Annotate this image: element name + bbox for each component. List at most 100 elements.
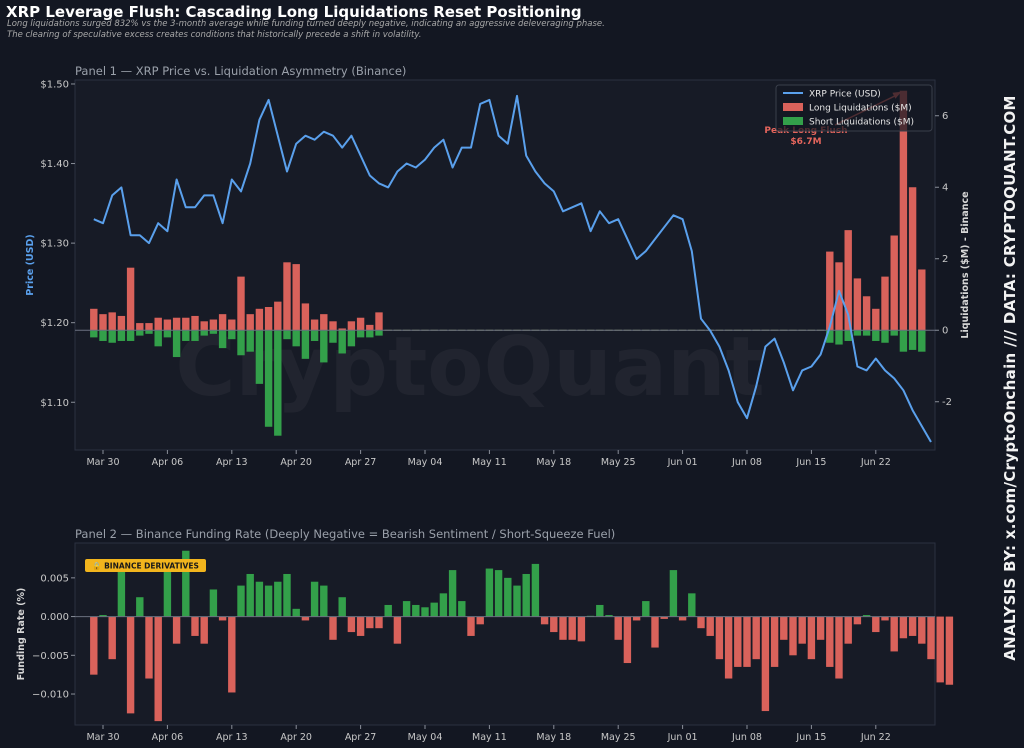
funding-bar-negative [752, 616, 760, 660]
funding-bar-negative [918, 616, 926, 644]
funding-bar-negative [697, 616, 705, 629]
short-liquidation-bar [862, 330, 871, 336]
short-liquidation-bar [200, 330, 208, 336]
funding-bar-negative [908, 616, 917, 636]
funding-bar-negative [467, 616, 475, 636]
long-liquidation-bar [862, 296, 871, 331]
liq-axis-title: Liquidations ($M) - Binance [960, 191, 971, 338]
funding-bar-positive [117, 570, 126, 617]
liq-tick-label: 4 [942, 183, 948, 194]
long-liquidation-bar [228, 319, 236, 331]
short-liquidation-bar [899, 330, 908, 352]
short-liquidation-bar [338, 330, 346, 354]
funding-bar-negative [301, 616, 310, 621]
funding-bar-negative [632, 616, 641, 621]
x-tick-label: Jun 08 [731, 732, 762, 743]
short-liquidation-bar [826, 330, 834, 343]
short-liquidation-bar [872, 330, 880, 341]
funding-bar-positive [320, 585, 328, 617]
funding-bar-negative [743, 616, 751, 667]
short-liquidation-bar [108, 330, 116, 343]
funding-tick-label: 0.005 [40, 573, 69, 584]
liq-tick-label: 0 [942, 326, 948, 337]
short-liquidation-bar [347, 330, 356, 347]
long-liquidation-bar [338, 328, 346, 331]
x-tick-label: May 25 [601, 457, 636, 468]
long-liquidation-bar [108, 312, 116, 331]
funding-bar-negative [706, 616, 714, 636]
funding-bar-negative [172, 616, 181, 644]
x-tick-label: Jun 15 [795, 457, 826, 468]
funding-bar-negative [881, 616, 889, 621]
x-tick-label: May 11 [472, 457, 507, 468]
legend-swatch-long [783, 103, 803, 111]
funding-bar-negative [108, 616, 116, 660]
x-tick-label: May 18 [536, 732, 571, 743]
short-liquidation-bar [918, 330, 926, 352]
x-tick-label: Jun 01 [667, 457, 698, 468]
long-liquidation-bar [872, 308, 880, 331]
short-liquidation-bar [283, 330, 291, 340]
long-liquidation-bar [237, 276, 245, 331]
funding-bar-positive [237, 585, 245, 617]
long-liquidation-bar [356, 317, 365, 331]
funding-bar-negative [614, 616, 622, 640]
x-tick-label: Jun 22 [860, 457, 891, 468]
legend-box [775, 84, 933, 132]
chart-title: XRP Leverage Flush: Cascading Long Liqui… [6, 3, 582, 21]
funding-axis-title: Funding Rate (%) [16, 588, 27, 681]
long-liquidation-bar [347, 321, 356, 331]
short-liquidation-bar [908, 330, 917, 350]
funding-bar-negative [651, 616, 659, 648]
funding-bar-positive [182, 550, 190, 617]
x-tick-label: May 04 [408, 457, 443, 468]
funding-bar-negative [853, 616, 862, 625]
x-tick-label: May 04 [408, 732, 443, 743]
funding-bar-negative [228, 616, 236, 693]
funding-bar-negative [798, 616, 806, 644]
long-liquidation-bar [145, 323, 153, 331]
x-tick-label: Apr 27 [345, 732, 377, 743]
x-tick-label: May 11 [472, 732, 507, 743]
liq-tick-label: 2 [942, 254, 948, 265]
x-tick-label: May 18 [536, 457, 571, 468]
funding-bar-positive [448, 570, 457, 617]
funding-bar-negative [734, 616, 742, 667]
funding-tick-label: −0.005 [32, 651, 69, 662]
price-tick-label: $1.40 [40, 159, 69, 170]
funding-bar-negative [623, 616, 632, 664]
short-liquidation-bar [246, 330, 254, 352]
funding-bar-negative [945, 616, 954, 685]
short-liquidation-bar [375, 330, 383, 336]
short-liquidation-bar [844, 330, 852, 341]
long-liquidation-bar [246, 314, 254, 331]
short-liquidation-bar [209, 330, 218, 334]
long-liquidation-bar [375, 312, 383, 331]
long-liquidation-bar [908, 187, 917, 331]
panel-1-title: Panel 1 — XRP Price vs. Liquidation Asym… [75, 64, 407, 78]
funding-tick-label: −0.010 [32, 690, 69, 701]
funding-bar-negative [154, 616, 162, 722]
funding-tick-label: 0.000 [40, 612, 69, 623]
funding-bar-negative [780, 616, 788, 640]
short-liquidation-bar [366, 330, 374, 338]
legend-label-short: Short Liquidations ($M) [809, 118, 914, 128]
x-tick-label: Apr 27 [345, 457, 377, 468]
funding-bar-positive [310, 581, 319, 617]
legend-label-long: Long Liquidations ($M) [809, 104, 912, 114]
funding-bar-negative [356, 616, 365, 636]
x-tick-label: Apr 13 [216, 457, 248, 468]
long-liquidation-bar [283, 262, 291, 331]
long-liquidation-bar [163, 319, 172, 331]
funding-bar-negative [568, 616, 576, 640]
funding-bar-negative [789, 616, 797, 656]
funding-bar-negative [872, 616, 880, 633]
funding-bar-positive [531, 563, 540, 617]
x-tick-label: Apr 06 [152, 457, 184, 468]
funding-bar-positive [412, 604, 420, 617]
funding-bar-negative [559, 616, 567, 640]
funding-bar-positive [439, 593, 448, 617]
short-liquidation-bar [172, 330, 181, 358]
funding-bar-negative [936, 616, 944, 683]
